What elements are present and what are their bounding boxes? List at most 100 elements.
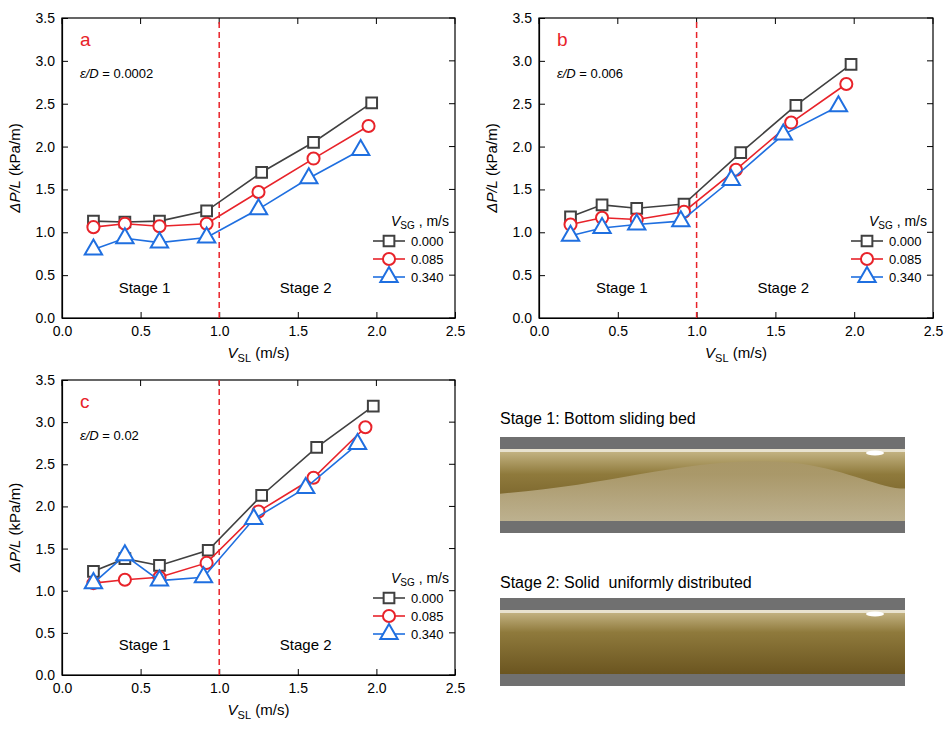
series-point bbox=[153, 220, 165, 232]
photo-bed bbox=[500, 461, 905, 521]
y-tick-mark-right bbox=[927, 18, 933, 19]
x-tick-mark-top bbox=[140, 18, 141, 24]
y-tick: 2.5 bbox=[513, 96, 545, 112]
y-axis-line bbox=[539, 19, 540, 319]
x-tick-mark-top bbox=[455, 380, 456, 386]
x-tick: 1.5 bbox=[766, 312, 786, 339]
y-tick-label: 3.0 bbox=[36, 53, 56, 69]
series-point bbox=[775, 125, 792, 140]
y-axis-title: ΔP/L (kPa/m) bbox=[6, 483, 23, 573]
y-tick-label: 0.0 bbox=[36, 667, 56, 683]
y-tick: 0.0 bbox=[513, 310, 545, 326]
stage-label: Stage 2 bbox=[280, 636, 332, 653]
x-tick-label: 1.5 bbox=[766, 323, 786, 339]
series-point bbox=[631, 203, 642, 214]
legend-marker bbox=[858, 267, 875, 282]
annotation: ε/D = 0.0002 bbox=[80, 66, 153, 81]
y-tick-mark-right bbox=[449, 60, 455, 61]
x-tick-mark-top bbox=[775, 18, 776, 24]
x-tick-label: 2.0 bbox=[845, 323, 865, 339]
y-tick-label: 2.5 bbox=[36, 96, 56, 112]
x-tick-label: 2.0 bbox=[367, 323, 387, 339]
series-point bbox=[791, 100, 802, 111]
marks bbox=[85, 18, 377, 318]
marks bbox=[562, 18, 857, 318]
y-tick-mark bbox=[62, 189, 68, 190]
series-point bbox=[311, 442, 322, 453]
y-tick-label: 2.0 bbox=[36, 498, 56, 514]
series-point bbox=[672, 211, 689, 226]
y-tick: 0.5 bbox=[36, 625, 68, 641]
series-point bbox=[366, 97, 377, 108]
y-tick-mark bbox=[62, 591, 68, 592]
y-tick-mark bbox=[62, 18, 68, 19]
legend: VSG , m/s0.0000.0850.340 bbox=[373, 213, 449, 285]
y-tick-mark-right bbox=[449, 275, 455, 276]
x-tick: 0.5 bbox=[609, 312, 629, 339]
legend-label: 0.085 bbox=[411, 609, 444, 624]
y-tick: 0.0 bbox=[36, 667, 68, 683]
x-tick: 1.5 bbox=[289, 312, 309, 339]
x-tick-label: 1.5 bbox=[289, 323, 309, 339]
legend-label: 0.000 bbox=[889, 234, 922, 249]
y-tick: 3.5 bbox=[513, 10, 545, 26]
series-point bbox=[830, 96, 847, 111]
y-tick-mark bbox=[539, 18, 545, 19]
y-tick-mark bbox=[62, 147, 68, 148]
y-tick-mark-right bbox=[449, 632, 455, 633]
x-tick-mark bbox=[455, 669, 456, 675]
x-tick-label: 2.5 bbox=[924, 323, 944, 339]
y-tick-label: 3.0 bbox=[513, 53, 533, 69]
y-axis: 0.00.51.01.52.02.53.03.5 bbox=[36, 10, 68, 326]
panel-letter: a bbox=[80, 29, 91, 50]
y-tick-mark-right bbox=[927, 146, 933, 147]
x-tick-mark bbox=[618, 312, 619, 318]
y-tick-mark bbox=[539, 61, 545, 62]
legend-title: VSG , m/s bbox=[391, 570, 449, 588]
series-line bbox=[93, 103, 371, 222]
x-tick-label: 1.0 bbox=[687, 323, 707, 339]
series-point bbox=[628, 215, 645, 230]
y-tick-label: 2.0 bbox=[36, 139, 56, 155]
series-point bbox=[116, 545, 133, 560]
legend-label: 0.000 bbox=[411, 234, 444, 249]
y-tick: 3.5 bbox=[36, 372, 68, 388]
x-tick: 2.0 bbox=[367, 669, 387, 696]
x-tick-label: 2.5 bbox=[446, 680, 466, 696]
x-tick-mark bbox=[933, 312, 934, 318]
x-tick-label: 0.0 bbox=[53, 323, 73, 339]
y-tick-label: 0.0 bbox=[513, 310, 533, 326]
x-tick: 0.5 bbox=[131, 669, 151, 696]
y-tick-mark bbox=[62, 104, 68, 105]
x-tick-label: 0.5 bbox=[131, 680, 151, 696]
y-tick-label: 1.0 bbox=[36, 224, 56, 240]
y-tick: 3.0 bbox=[513, 53, 545, 69]
x-axis: 0.00.51.01.52.02.5 bbox=[530, 312, 944, 339]
series-point bbox=[85, 573, 102, 588]
y-tick-label: 1.5 bbox=[36, 181, 56, 197]
legend-marker bbox=[861, 253, 873, 265]
x-tick-label: 2.0 bbox=[367, 680, 387, 696]
y-tick-mark-right bbox=[449, 380, 455, 381]
x-axis: 0.00.51.01.52.02.5 bbox=[53, 312, 466, 339]
photo-highlight bbox=[500, 610, 905, 613]
y-tick-label: 3.0 bbox=[36, 414, 56, 430]
y-tick-label: 0.5 bbox=[513, 267, 533, 283]
y-tick-mark-right bbox=[449, 189, 455, 190]
y-tick-mark-right bbox=[449, 18, 455, 19]
y-tick: 1.5 bbox=[513, 181, 545, 197]
legend: VSG , m/s0.0000.0850.340 bbox=[851, 213, 927, 285]
y-tick-mark-right bbox=[449, 146, 455, 147]
x-axis-title: VSL (m/s) bbox=[705, 344, 767, 364]
annotation: ε/D = 0.02 bbox=[80, 428, 139, 443]
x-tick: 2.5 bbox=[446, 312, 466, 339]
x-tick-mark-top bbox=[376, 380, 377, 386]
series-point bbox=[368, 401, 379, 412]
y-tick-mark-right bbox=[449, 548, 455, 549]
x-tick-mark bbox=[298, 312, 299, 318]
y-tick: 0.5 bbox=[513, 267, 545, 283]
x-tick: 0.5 bbox=[131, 312, 151, 339]
legend-label: 0.340 bbox=[889, 270, 922, 285]
x-tick: 2.0 bbox=[367, 312, 387, 339]
y-tick: 1.0 bbox=[36, 583, 68, 599]
